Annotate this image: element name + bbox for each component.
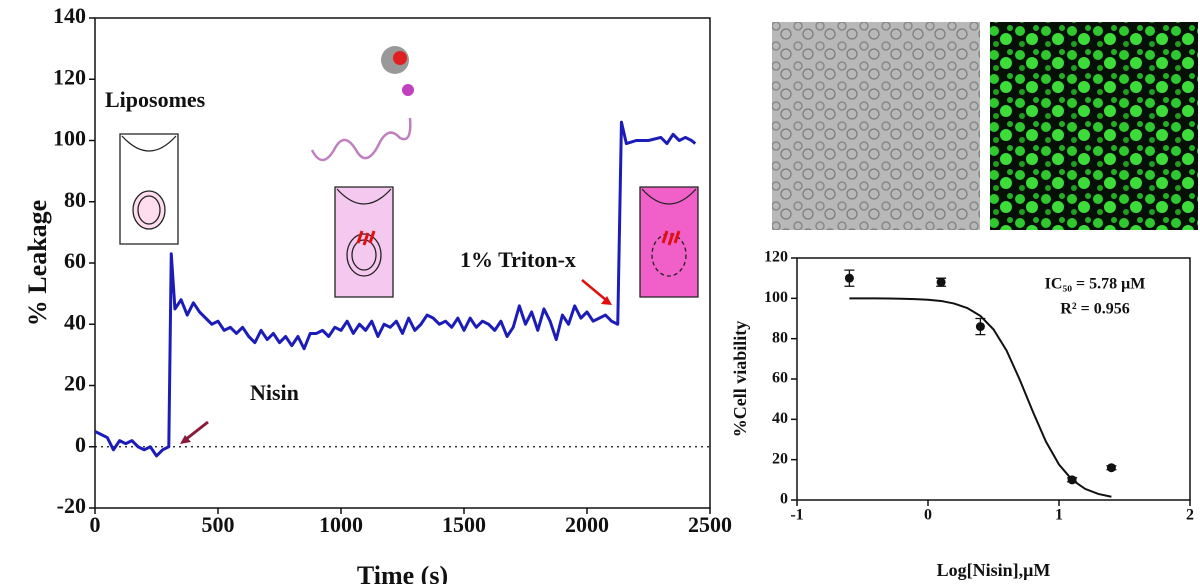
y-tick-label: 20 bbox=[772, 450, 788, 467]
x-tick-label: 2500 bbox=[688, 512, 732, 537]
data-point bbox=[936, 277, 946, 287]
data-point bbox=[1106, 463, 1116, 473]
nisin-structure bbox=[310, 46, 414, 162]
y-tick-label: 0 bbox=[780, 491, 788, 508]
y-axis-label: %Cell viability bbox=[730, 321, 750, 438]
triton-arrow bbox=[581, 279, 607, 301]
x-tick-label: 1000 bbox=[319, 512, 363, 537]
x-axis-label: Time (s) bbox=[357, 561, 448, 584]
data-point bbox=[1067, 475, 1077, 485]
y-tick-label: 40 bbox=[64, 309, 86, 334]
y-tick-label: 100 bbox=[764, 289, 788, 306]
x-axis-label: Log[Nisin],μM bbox=[937, 560, 1051, 580]
brightfield-texture bbox=[772, 22, 980, 230]
y-tick-label: 100 bbox=[53, 126, 86, 151]
x-tick-label: 2000 bbox=[565, 512, 609, 537]
x-tick-label: 1500 bbox=[442, 512, 486, 537]
y-tick-label: 40 bbox=[772, 410, 788, 427]
y-tick-label: 120 bbox=[764, 249, 788, 266]
y-axis-label: % Leakage bbox=[23, 200, 52, 326]
triton-arrowhead bbox=[601, 296, 612, 305]
data-point bbox=[975, 322, 985, 332]
y-tick-label: 140 bbox=[53, 3, 86, 28]
fit-curve bbox=[849, 297, 1112, 498]
y-tick-label: 80 bbox=[64, 187, 86, 212]
y-tick-label: 20 bbox=[64, 371, 86, 396]
y-tick-label: 0 bbox=[75, 432, 86, 457]
fluorescence-texture bbox=[990, 22, 1198, 230]
x-tick-label: 1 bbox=[1055, 507, 1063, 524]
annotation: Nisin bbox=[250, 380, 299, 405]
nisin-arrowhead bbox=[180, 435, 191, 444]
x-tick-label: 2 bbox=[1186, 507, 1194, 524]
annotation: IC₅₀ = 5.78 μM bbox=[1045, 276, 1146, 293]
annotation: 1% Triton-x bbox=[460, 247, 576, 272]
annotation: R² = 0.956 bbox=[1060, 301, 1129, 318]
data-line bbox=[94, 120, 697, 458]
plot-frame bbox=[796, 257, 1191, 501]
y-tick-label: 60 bbox=[64, 248, 86, 273]
x-tick-label: 0 bbox=[924, 507, 932, 524]
liposome-tube bbox=[119, 133, 179, 245]
y-tick-label: 120 bbox=[53, 64, 86, 89]
y-tick-label: -20 bbox=[57, 493, 86, 518]
x-tick-label: 0 bbox=[90, 512, 101, 537]
triton-tube bbox=[639, 186, 699, 298]
x-tick-label: -1 bbox=[790, 507, 803, 524]
x-tick-label: 500 bbox=[202, 512, 235, 537]
y-tick-label: 80 bbox=[772, 329, 788, 346]
nisin-arrow bbox=[184, 420, 209, 442]
nisin-tube bbox=[334, 186, 394, 298]
data-point bbox=[844, 273, 854, 283]
annotation: Liposomes bbox=[105, 87, 206, 112]
y-tick-label: 60 bbox=[772, 370, 788, 387]
